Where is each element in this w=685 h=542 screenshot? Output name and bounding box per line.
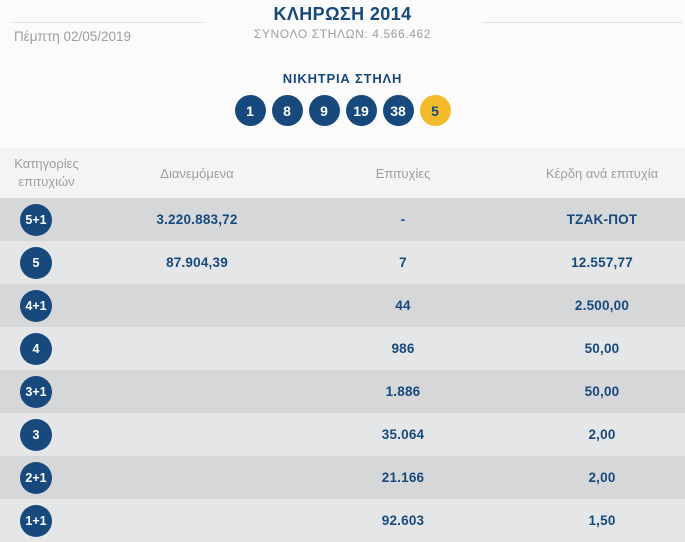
previous-draw-chevron-icon[interactable]: ‹ bbox=[0, 14, 1, 40]
category-badge: 2+1 bbox=[20, 461, 52, 494]
table-row: 5+1 3.220.883,72 - ΤΖΑΚ-ΠΟΤ bbox=[0, 198, 685, 241]
category-column-header-line2: επιτυχιών bbox=[18, 174, 75, 189]
draw-title: ΚΛΗΡΩΣΗ 2014 bbox=[273, 4, 412, 24]
draw-header: ‹ ΚΛΗΡΩΣΗ 2014 ΣΥΝΟΛΟ ΣΤΗΛΩΝ: 4.566.462 … bbox=[0, 0, 685, 148]
winning-number-ball: 1 bbox=[234, 95, 266, 126]
prize-value: 2.500,00 bbox=[574, 298, 630, 313]
category-badge: 5 bbox=[20, 246, 52, 279]
table-row: 3 35.064 2,00 bbox=[0, 413, 685, 456]
wins-value: 1.886 bbox=[385, 384, 421, 399]
wins-column-header: Επιτυχίες bbox=[375, 165, 431, 181]
distributed-value: 3.220.883,72 bbox=[156, 212, 238, 227]
header-divider-left bbox=[13, 22, 203, 23]
table-row: 5 87.904,39 7 12.557,77 bbox=[0, 241, 685, 284]
category-column-header: Κατηγορίες επιτυχιών bbox=[0, 155, 107, 190]
category-column-header-line1: Κατηγορίες bbox=[14, 156, 79, 172]
winning-number-ball: 38 bbox=[382, 95, 414, 126]
prize-value: 50,00 bbox=[584, 341, 620, 356]
prize-value: 1,50 bbox=[588, 513, 616, 528]
distributed-column-header: Διανεμόμενα bbox=[160, 165, 234, 181]
results-table: Κατηγορίες επιτυχιών Διανεμόμενα Επιτυχί… bbox=[0, 148, 685, 542]
joker-number-ball: 5 bbox=[419, 95, 451, 126]
total-columns-label: ΣΥΝΟΛΟ ΣΤΗΛΩΝ: 4.566.462 bbox=[253, 27, 432, 41]
draw-date: Πέμπτη 02/05/2019 bbox=[14, 29, 132, 44]
wins-value: - bbox=[400, 212, 406, 227]
winning-column-label: ΝΙΚΗΤΡΙΑ ΣΤΗΛΗ bbox=[282, 71, 403, 86]
table-row: 3+1 1.886 50,00 bbox=[0, 370, 685, 413]
winning-number-ball: 8 bbox=[271, 95, 303, 126]
table-row: 4+1 44 2.500,00 bbox=[0, 284, 685, 327]
wins-value: 7 bbox=[399, 255, 407, 270]
winning-number-ball: 9 bbox=[308, 95, 340, 126]
wins-value: 44 bbox=[395, 298, 411, 313]
category-badge: 5+1 bbox=[20, 203, 52, 236]
table-row: 1+1 92.603 1,50 bbox=[0, 499, 685, 542]
table-header-row: Κατηγορίες επιτυχιών Διανεμόμενα Επιτυχί… bbox=[0, 148, 685, 198]
wins-value: 21.166 bbox=[381, 470, 425, 485]
prize-value: 12.557,77 bbox=[571, 255, 633, 270]
wins-value: 986 bbox=[391, 341, 415, 356]
category-badge: 1+1 bbox=[20, 504, 52, 537]
category-badge: 4 bbox=[20, 332, 52, 365]
category-badge: 3 bbox=[20, 418, 52, 451]
winning-number-ball: 19 bbox=[345, 95, 377, 126]
header-divider-right bbox=[483, 22, 682, 23]
prize-value: ΤΖΑΚ-ΠΟΤ bbox=[566, 212, 638, 227]
table-row: 2+1 21.166 2,00 bbox=[0, 456, 685, 499]
prize-value: 2,00 bbox=[588, 427, 616, 442]
distributed-value: 87.904,39 bbox=[166, 255, 228, 270]
prize-value: 2,00 bbox=[588, 470, 616, 485]
prize-value: 50,00 bbox=[584, 384, 620, 399]
winning-numbers: 1 8 9 19 38 5 bbox=[0, 95, 685, 126]
wins-value: 92.603 bbox=[381, 513, 425, 528]
category-badge: 3+1 bbox=[20, 375, 52, 408]
prize-column-header: Κέρδη ανά επιτυχία bbox=[545, 165, 659, 181]
wins-value: 35.064 bbox=[381, 427, 425, 442]
category-badge: 4+1 bbox=[20, 289, 52, 322]
table-row: 4 986 50,00 bbox=[0, 327, 685, 370]
